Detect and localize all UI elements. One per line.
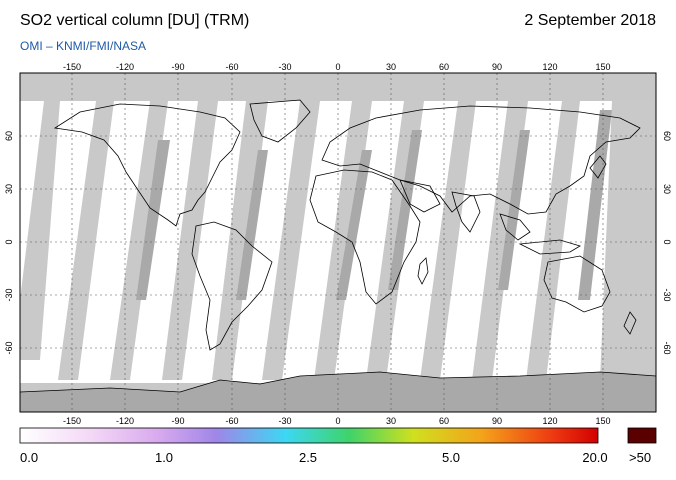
- lon-label: 150: [595, 62, 610, 72]
- colorbar-label: 0.0: [20, 450, 39, 465]
- map-title: SO2 vertical column [DU] (TRM): [20, 12, 250, 29]
- lon-label: 0: [335, 416, 340, 426]
- lon-label: 120: [542, 416, 557, 426]
- lon-label: 60: [439, 416, 449, 426]
- lon-label: -30: [278, 62, 291, 72]
- colorbar-label: 20.0: [582, 450, 608, 465]
- lat-label: 0: [662, 239, 672, 244]
- lat-label: 0: [4, 239, 14, 244]
- lon-label: 30: [386, 62, 396, 72]
- map-frame: [19, 72, 657, 413]
- lon-labels-top: -150 -120 -90 -60 -30 0 30 60 90 120 150: [63, 62, 611, 72]
- lon-label: 30: [386, 416, 396, 426]
- lat-label: 60: [662, 131, 672, 141]
- colorbar-label: 2.5: [298, 450, 318, 465]
- lat-label: -30: [662, 288, 672, 301]
- lon-label: -60: [225, 416, 238, 426]
- lat-label: -60: [662, 341, 672, 354]
- lon-label: 0: [335, 62, 340, 72]
- map-area: [20, 73, 656, 412]
- lon-labels-bottom: -150 -120 -90 -60 -30 0 30 60 90 120 150: [63, 416, 611, 426]
- colorbar-overflow-swatch: [627, 427, 657, 444]
- lon-label: -90: [171, 416, 184, 426]
- coastlines: [53, 99, 641, 351]
- lon-label: -90: [171, 62, 184, 72]
- lon-label: -120: [116, 62, 134, 72]
- colorbar-label: 5.0: [441, 450, 461, 465]
- lat-labels-right: 60 30 0 -30 -60: [662, 131, 672, 355]
- lat-label: -60: [4, 341, 14, 354]
- lon-label: -120: [116, 416, 134, 426]
- colorbar-overflow-label: >50: [629, 450, 652, 465]
- lon-label: 120: [542, 62, 557, 72]
- lat-label: 30: [662, 184, 672, 194]
- north-polar-gap: [20, 73, 656, 101]
- lon-label: -60: [225, 62, 238, 72]
- lon-label: 90: [492, 416, 502, 426]
- lon-label: -150: [63, 62, 81, 72]
- lon-label: 90: [492, 62, 502, 72]
- colorbar-label: 1.0: [154, 450, 174, 465]
- map-date: 2 September 2018: [524, 12, 656, 29]
- gridlines: [20, 73, 656, 412]
- lat-labels-left: 60 30 0 -30 -60: [4, 131, 14, 355]
- data-source: OMI – KNMI/FMI/NASA: [20, 39, 147, 53]
- antarctica: [20, 371, 656, 412]
- lat-label: 30: [4, 184, 14, 194]
- lon-label: 150: [595, 416, 610, 426]
- lat-label: -30: [4, 288, 14, 301]
- colorbar: [19, 427, 599, 444]
- lon-label: 60: [439, 62, 449, 72]
- overlap-bands: [136, 110, 612, 300]
- lon-label: -30: [278, 416, 291, 426]
- lon-label: -150: [63, 416, 81, 426]
- lat-label: 60: [4, 131, 14, 141]
